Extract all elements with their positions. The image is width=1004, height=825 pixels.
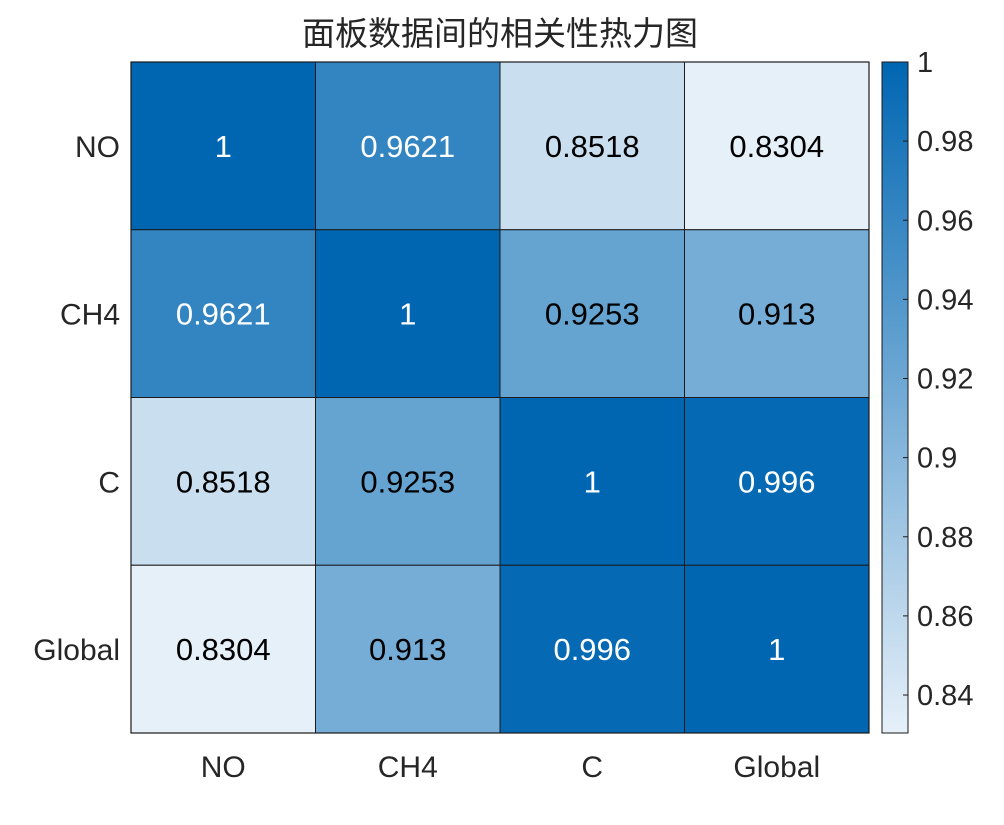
cell-value-label: 0.9253 xyxy=(545,297,640,332)
colorbar-tick-label: 0.9 xyxy=(917,443,957,475)
heatmap-cell xyxy=(499,229,685,398)
heatmap-cell xyxy=(499,564,685,734)
plot-frame xyxy=(130,61,870,734)
y-tick-label: C xyxy=(98,466,120,499)
colorbar-tick-label: 0.84 xyxy=(917,680,973,712)
x-tick-label: CH4 xyxy=(378,751,438,784)
cell-value-label: 1 xyxy=(584,464,601,499)
y-axis-tick-labels: NO CH4 C Global xyxy=(33,131,120,667)
cell-value-label: 0.9253 xyxy=(360,464,455,499)
colorbar-tick-label: 0.94 xyxy=(917,284,973,316)
y-tick-label: NO xyxy=(75,131,120,164)
cell-value-label: 0.8304 xyxy=(729,129,824,164)
cell-value-label: 0.8518 xyxy=(176,464,271,499)
x-tick-label: C xyxy=(581,751,603,784)
heatmap-cell xyxy=(130,564,316,734)
heatmap-cell xyxy=(315,397,501,566)
chart-title: 面板数据间的相关性热力图 xyxy=(302,14,698,53)
cell-value-label: 0.996 xyxy=(738,464,816,499)
colorbar-tick-label: 1 xyxy=(917,47,933,79)
x-tick-label: Global xyxy=(733,751,820,784)
cell-value-label: 0.996 xyxy=(553,632,631,667)
colorbar-tick-label: 0.86 xyxy=(917,601,973,633)
heatmap-cells xyxy=(130,61,870,734)
cell-value-label: 1 xyxy=(399,297,416,332)
heatmap-cell xyxy=(315,229,501,398)
colorbar: 0.84 0.86 0.88 0.9 0.92 0.94 0.96 0.98 1 xyxy=(881,47,973,734)
heatmap-cell xyxy=(315,564,501,734)
colorbar-tick-label: 0.92 xyxy=(917,364,973,396)
cell-value-label: 0.9621 xyxy=(176,297,271,332)
heatmap-cell xyxy=(130,61,316,231)
heatmap-cell xyxy=(130,229,316,398)
cell-value-label: 0.8304 xyxy=(176,632,271,667)
cell-value-label: 0.913 xyxy=(738,297,816,332)
heatmap-cell xyxy=(684,564,870,734)
heatmap-cell xyxy=(684,229,870,398)
colorbar-tick-label: 0.96 xyxy=(917,205,973,237)
cell-value-label: 0.8518 xyxy=(545,129,640,164)
cell-value-label: 1 xyxy=(215,129,232,164)
cell-value-label: 1 xyxy=(768,632,785,667)
cell-value-label: 0.913 xyxy=(369,632,447,667)
x-tick-label: NO xyxy=(201,751,246,784)
x-axis-tick-labels: NO CH4 C Global xyxy=(201,751,820,784)
colorbar-tick-label: 0.98 xyxy=(917,126,973,158)
colorbar-gradient xyxy=(881,61,909,734)
heatmap-cell xyxy=(684,397,870,566)
y-tick-label: CH4 xyxy=(60,299,120,332)
heatmap-cell xyxy=(315,61,501,231)
y-tick-label: Global xyxy=(33,634,120,667)
heatmap-cell xyxy=(684,61,870,231)
cell-value-labels: 1 0.9621 0.8518 0.8304 0.9621 1 0.9253 0.913 0.8… xyxy=(176,129,824,667)
colorbar-tick-label: 0.88 xyxy=(917,522,973,554)
cell-value-label: 0.9621 xyxy=(360,129,455,164)
